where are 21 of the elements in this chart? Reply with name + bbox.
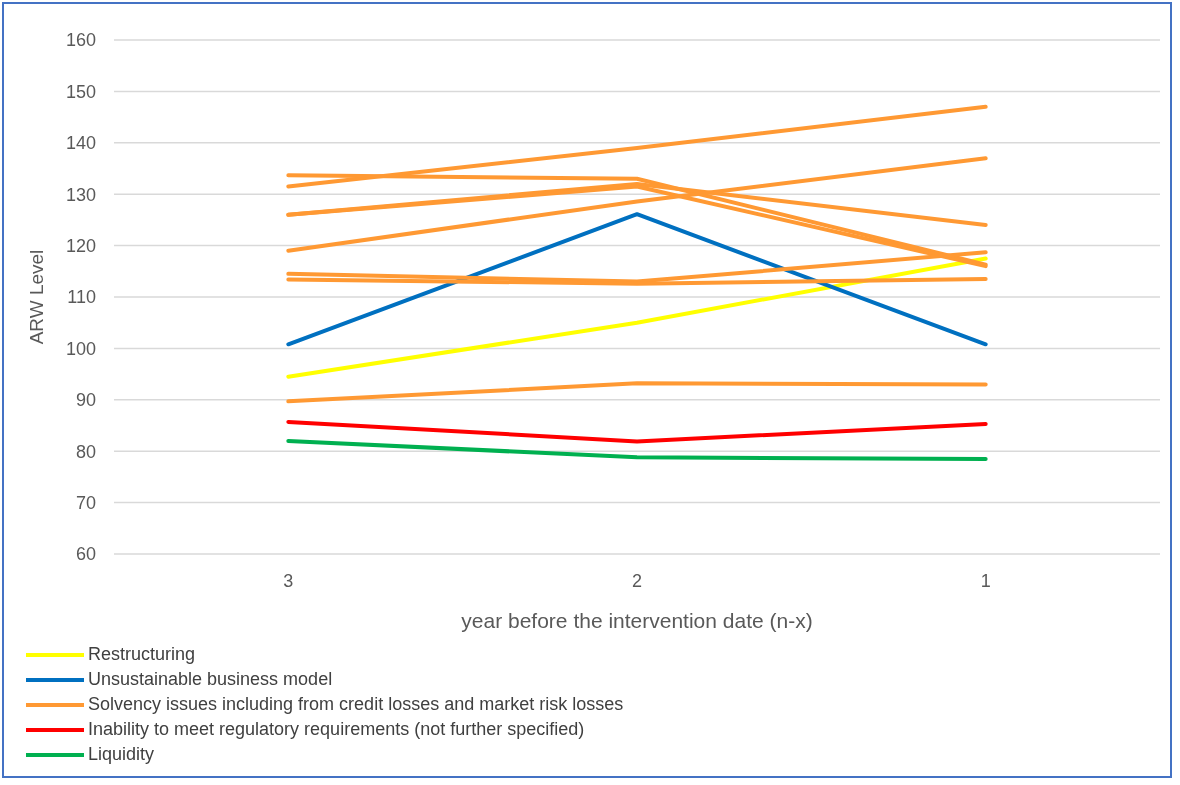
y-tick-label: 150 — [65, 81, 96, 102]
x-axis-title: year before the intervention date (n-x) — [461, 609, 813, 632]
y-tick-label: 140 — [65, 133, 96, 154]
y-tick-label: 110 — [67, 287, 96, 308]
x-tick-label: 3 — [283, 570, 294, 591]
y-tick-label: 90 — [75, 390, 96, 411]
y-axis-title: ARW Level — [25, 249, 47, 345]
legend-label: Inability to meet regulatory requirements (not further specified) — [88, 719, 585, 740]
y-tick-label: 130 — [65, 184, 96, 205]
legend-label: Unsustainable business model — [88, 669, 333, 690]
x-tick-label: 1 — [980, 570, 991, 591]
y-tick-label: 80 — [75, 441, 96, 462]
y-tick-label: 100 — [65, 338, 96, 359]
x-tick-label: 2 — [631, 570, 643, 591]
legend-label: Solvency issues including from credit losses and market risk losses — [88, 694, 624, 715]
y-tick-label: 60 — [75, 544, 96, 565]
y-tick-label: 70 — [75, 492, 96, 513]
legend-label: Liquidity — [88, 744, 155, 765]
legend-label: Restructuring — [88, 644, 196, 665]
y-tick-label: 160 — [65, 30, 96, 51]
y-tick-label: 120 — [65, 235, 96, 256]
